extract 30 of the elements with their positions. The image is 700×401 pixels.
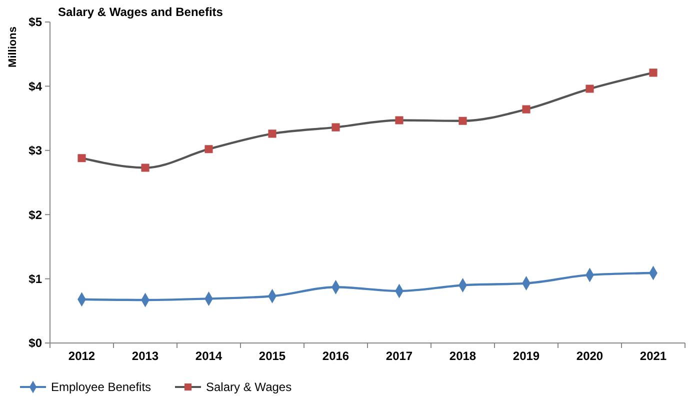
x-tick-label: 2013 xyxy=(132,349,159,363)
point xyxy=(522,105,530,114)
point xyxy=(332,123,340,132)
x-tick-label: 2012 xyxy=(68,349,96,363)
y-tick-label: $0 xyxy=(28,336,42,350)
x-tick-label: 2019 xyxy=(512,349,540,363)
point xyxy=(649,68,658,77)
point xyxy=(141,164,150,172)
point xyxy=(586,84,594,93)
x-tick-label: 2015 xyxy=(258,349,286,363)
y-tick-label: $2 xyxy=(28,208,42,222)
x-tick-label: 2020 xyxy=(576,349,604,363)
y-tick-label: $3 xyxy=(28,144,42,158)
y-tick-label: $5 xyxy=(28,15,42,30)
y-axis-title: Millions xyxy=(7,26,19,68)
point xyxy=(395,116,404,124)
x-tick-label: 2021 xyxy=(640,349,667,363)
legend-label: Employee Benefits xyxy=(51,380,152,394)
point xyxy=(78,154,86,162)
point xyxy=(458,116,467,125)
x-tick-label: 2018 xyxy=(449,349,476,363)
x-tick-label: 2014 xyxy=(195,349,222,363)
point xyxy=(204,145,213,154)
x-tick-label: 2016 xyxy=(322,349,350,363)
chart-title: Salary & Wages and Benefits xyxy=(58,5,224,19)
legend-label: Salary & Wages xyxy=(206,380,292,394)
x-tick-label: 2017 xyxy=(386,349,413,363)
point xyxy=(268,130,276,138)
y-tick-label: $4 xyxy=(28,79,42,94)
y-tick-label: $1 xyxy=(28,272,42,286)
